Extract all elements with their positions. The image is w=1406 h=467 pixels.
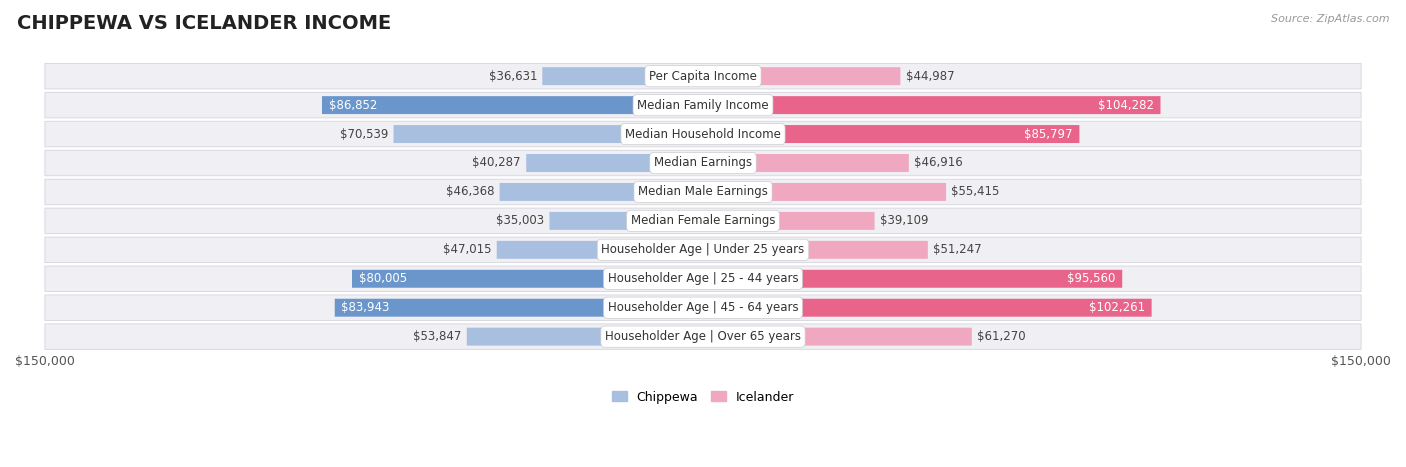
FancyBboxPatch shape: [45, 179, 1361, 205]
Text: $86,852: $86,852: [329, 99, 377, 112]
FancyBboxPatch shape: [45, 150, 1361, 176]
Text: $53,847: $53,847: [413, 330, 461, 343]
Text: Householder Age | Under 25 years: Householder Age | Under 25 years: [602, 243, 804, 256]
Text: Householder Age | 45 - 64 years: Householder Age | 45 - 64 years: [607, 301, 799, 314]
Legend: Chippewa, Icelander: Chippewa, Icelander: [607, 386, 799, 409]
Text: $80,005: $80,005: [359, 272, 406, 285]
FancyBboxPatch shape: [703, 270, 1122, 288]
Text: $70,539: $70,539: [340, 127, 388, 141]
FancyBboxPatch shape: [703, 125, 1080, 143]
FancyBboxPatch shape: [45, 266, 1361, 291]
FancyBboxPatch shape: [352, 270, 703, 288]
Text: $51,247: $51,247: [934, 243, 981, 256]
Text: $55,415: $55,415: [952, 185, 1000, 198]
Text: $36,631: $36,631: [488, 70, 537, 83]
FancyBboxPatch shape: [45, 324, 1361, 349]
FancyBboxPatch shape: [45, 208, 1361, 234]
FancyBboxPatch shape: [703, 96, 1160, 114]
FancyBboxPatch shape: [45, 237, 1361, 262]
FancyBboxPatch shape: [45, 295, 1361, 320]
Text: CHIPPEWA VS ICELANDER INCOME: CHIPPEWA VS ICELANDER INCOME: [17, 14, 391, 33]
FancyBboxPatch shape: [499, 183, 703, 201]
Text: Source: ZipAtlas.com: Source: ZipAtlas.com: [1271, 14, 1389, 24]
FancyBboxPatch shape: [45, 92, 1361, 118]
Text: $85,797: $85,797: [1025, 127, 1073, 141]
FancyBboxPatch shape: [543, 67, 703, 85]
Text: $39,109: $39,109: [880, 214, 928, 227]
Text: $61,270: $61,270: [977, 330, 1026, 343]
Text: $102,261: $102,261: [1088, 301, 1144, 314]
Text: Per Capita Income: Per Capita Income: [650, 70, 756, 83]
Text: Median Household Income: Median Household Income: [626, 127, 780, 141]
FancyBboxPatch shape: [45, 64, 1361, 89]
Text: $95,560: $95,560: [1067, 272, 1115, 285]
FancyBboxPatch shape: [703, 241, 928, 259]
Text: $46,916: $46,916: [914, 156, 963, 170]
FancyBboxPatch shape: [394, 125, 703, 143]
FancyBboxPatch shape: [703, 212, 875, 230]
FancyBboxPatch shape: [467, 328, 703, 346]
Text: Median Female Earnings: Median Female Earnings: [631, 214, 775, 227]
FancyBboxPatch shape: [526, 154, 703, 172]
FancyBboxPatch shape: [322, 96, 703, 114]
Text: Median Family Income: Median Family Income: [637, 99, 769, 112]
FancyBboxPatch shape: [703, 328, 972, 346]
Text: $40,287: $40,287: [472, 156, 522, 170]
Text: $46,368: $46,368: [446, 185, 495, 198]
Text: $104,282: $104,282: [1098, 99, 1154, 112]
FancyBboxPatch shape: [703, 67, 900, 85]
Text: $83,943: $83,943: [342, 301, 389, 314]
Text: Median Earnings: Median Earnings: [654, 156, 752, 170]
FancyBboxPatch shape: [703, 183, 946, 201]
Text: Householder Age | 25 - 44 years: Householder Age | 25 - 44 years: [607, 272, 799, 285]
Text: Householder Age | Over 65 years: Householder Age | Over 65 years: [605, 330, 801, 343]
FancyBboxPatch shape: [45, 121, 1361, 147]
FancyBboxPatch shape: [335, 299, 703, 317]
FancyBboxPatch shape: [703, 299, 1152, 317]
Text: $35,003: $35,003: [496, 214, 544, 227]
FancyBboxPatch shape: [550, 212, 703, 230]
Text: $47,015: $47,015: [443, 243, 492, 256]
FancyBboxPatch shape: [496, 241, 703, 259]
Text: $44,987: $44,987: [905, 70, 955, 83]
Text: Median Male Earnings: Median Male Earnings: [638, 185, 768, 198]
FancyBboxPatch shape: [703, 154, 908, 172]
